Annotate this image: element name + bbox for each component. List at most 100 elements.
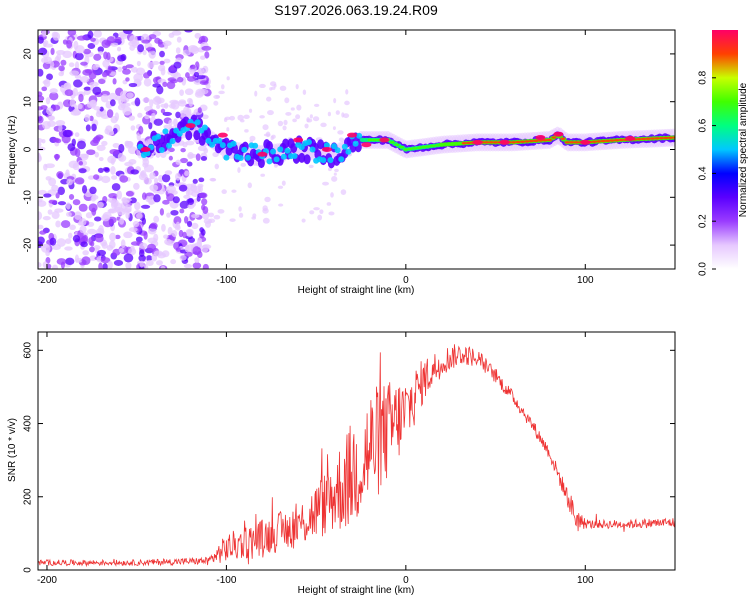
noise-speckle bbox=[111, 202, 119, 207]
ridge-mid bbox=[158, 146, 165, 153]
spectrogram-y-tick-label: 0 bbox=[23, 146, 34, 152]
noise-speckle bbox=[45, 97, 51, 105]
noise-speckle bbox=[122, 68, 131, 75]
noise-speckle bbox=[183, 216, 189, 224]
noise-speckle bbox=[97, 167, 104, 173]
noise-speckle bbox=[229, 115, 236, 121]
noise-speckle bbox=[152, 83, 161, 88]
noise-speckle bbox=[179, 208, 185, 214]
noise-speckle bbox=[49, 91, 59, 101]
noise-speckle bbox=[137, 44, 145, 53]
noise-speckle bbox=[175, 247, 181, 252]
noise-speckle bbox=[93, 135, 102, 142]
noise-speckle bbox=[296, 104, 302, 111]
spectrogram-x-tick-label: -200 bbox=[37, 275, 57, 286]
ridge-peak bbox=[580, 139, 591, 145]
noise-speckle bbox=[119, 175, 129, 183]
ridge-mid bbox=[277, 146, 284, 153]
noise-speckle bbox=[73, 40, 79, 50]
spectrogram-y-label: Frequency (Hz) bbox=[7, 116, 18, 185]
noise-speckle bbox=[40, 243, 50, 248]
noise-speckle bbox=[179, 89, 184, 97]
ridge-core bbox=[560, 137, 566, 140]
noise-speckle bbox=[87, 175, 95, 180]
noise-speckle bbox=[38, 262, 42, 268]
noise-speckle bbox=[119, 217, 125, 225]
ridge-mid bbox=[162, 128, 169, 135]
figure-title: S197.2026.063.19.24.R09 bbox=[274, 2, 438, 18]
noise-speckle bbox=[264, 196, 271, 203]
ridge-mid bbox=[237, 155, 244, 162]
noise-speckle bbox=[46, 107, 54, 116]
noise-speckle bbox=[166, 185, 177, 194]
noise-speckle bbox=[78, 203, 88, 212]
noise-speckle bbox=[179, 157, 188, 164]
noise-speckle bbox=[208, 218, 216, 224]
noise-speckle bbox=[38, 115, 44, 124]
noise-speckle bbox=[66, 211, 72, 217]
noise-speckle bbox=[55, 220, 61, 228]
noise-speckle bbox=[120, 239, 126, 249]
noise-speckle bbox=[148, 34, 157, 40]
noise-speckle bbox=[106, 129, 115, 136]
noise-speckle bbox=[74, 132, 80, 138]
noise-speckle bbox=[93, 245, 101, 250]
ridge-mid bbox=[341, 143, 348, 150]
ridge-core bbox=[493, 141, 499, 144]
noise-speckle bbox=[78, 168, 87, 174]
noise-speckle bbox=[98, 262, 103, 269]
noise-speckle bbox=[129, 45, 136, 51]
noise-speckle bbox=[78, 161, 84, 166]
noise-speckle bbox=[114, 36, 122, 43]
noise-speckle bbox=[54, 153, 59, 161]
noise-speckle bbox=[149, 172, 156, 180]
noise-speckle bbox=[290, 107, 295, 111]
noise-speckle bbox=[65, 169, 70, 177]
noise-speckle bbox=[187, 237, 196, 243]
noise-speckle bbox=[159, 151, 167, 158]
noise-speckle bbox=[139, 260, 144, 268]
noise-speckle bbox=[198, 177, 205, 183]
noise-speckle bbox=[121, 197, 128, 203]
ridge-mid bbox=[230, 140, 237, 147]
noise-speckle bbox=[38, 36, 44, 44]
ridge-core bbox=[398, 145, 404, 149]
noise-speckle bbox=[198, 185, 203, 193]
ridge-core bbox=[515, 140, 521, 144]
noise-speckle bbox=[178, 229, 184, 238]
noise-speckle bbox=[147, 61, 155, 69]
noise-speckle bbox=[133, 182, 140, 190]
noise-speckle bbox=[125, 64, 134, 69]
noise-speckle bbox=[43, 78, 51, 88]
noise-speckle bbox=[163, 234, 169, 239]
noise-speckle bbox=[237, 167, 241, 174]
noise-speckle bbox=[51, 184, 59, 192]
noise-speckle bbox=[38, 138, 43, 144]
ridge-core bbox=[403, 148, 409, 151]
noise-speckle bbox=[96, 144, 106, 152]
noise-speckle bbox=[191, 222, 199, 230]
noise-speckle bbox=[183, 263, 192, 269]
noise-speckle bbox=[68, 193, 75, 200]
noise-speckle bbox=[38, 68, 44, 77]
noise-speckle bbox=[170, 259, 177, 265]
ridge-mid bbox=[266, 158, 273, 165]
noise-speckle bbox=[217, 209, 225, 214]
noise-speckle bbox=[278, 203, 284, 207]
noise-speckle bbox=[38, 211, 43, 221]
noise-speckle bbox=[142, 49, 147, 56]
noise-speckle bbox=[187, 97, 193, 104]
noise-speckle bbox=[117, 152, 124, 161]
ridge-core bbox=[605, 139, 611, 143]
ridge-core bbox=[668, 136, 674, 139]
ridge-peak bbox=[185, 123, 196, 129]
noise-speckle bbox=[132, 220, 140, 228]
ridge-mid bbox=[291, 153, 298, 160]
noise-speckle bbox=[262, 124, 269, 131]
noise-speckle bbox=[309, 114, 313, 119]
noise-speckle bbox=[74, 148, 81, 158]
ridge-core bbox=[564, 141, 570, 144]
noise-speckle bbox=[161, 173, 171, 183]
noise-speckle bbox=[237, 114, 244, 121]
spectrogram-x-ticks: -200 -100 0 100 bbox=[37, 30, 594, 286]
